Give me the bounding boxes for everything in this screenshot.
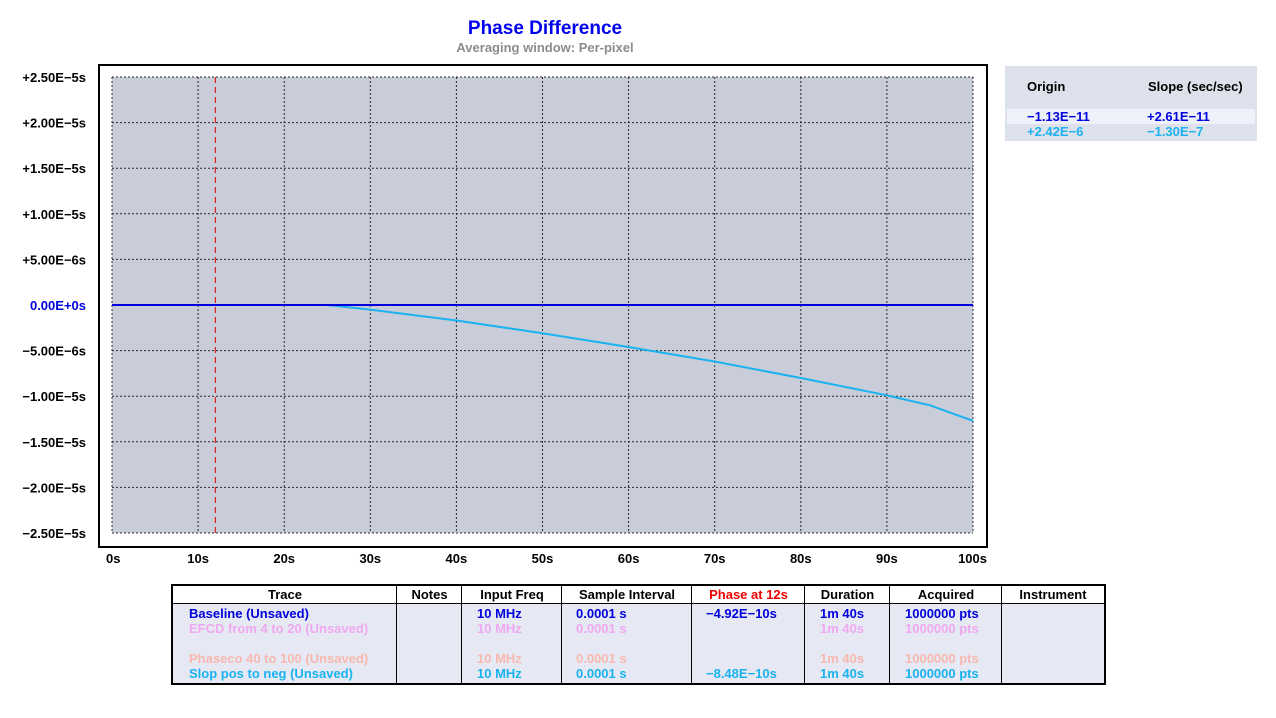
sample-interval: 0.0001 s: [576, 666, 627, 681]
y-tick-label: 0.00E+0s: [30, 298, 86, 313]
acquired: 1000000 pts: [905, 666, 979, 681]
trace-name[interactable]: Slop pos to neg (Unsaved): [189, 666, 353, 681]
phase-value: −8.48E−10s: [706, 666, 777, 681]
fit-panel: Origin Slope (sec/sec) −1.13E−11 +2.61E−…: [1005, 66, 1257, 141]
x-tick-label: 70s: [704, 551, 726, 566]
x-tick-label: 20s: [273, 551, 295, 566]
x-tick-labels: 0s 10s 20s 30s 40s 50s 60s 70s 80s 90s 100s: [106, 551, 987, 566]
x-tick-label: 90s: [876, 551, 898, 566]
x-tick-label: 30s: [359, 551, 381, 566]
x-tick-label: 40s: [446, 551, 468, 566]
y-tick-label: +1.00E−5s: [22, 207, 86, 222]
trace-name[interactable]: EFCD from 4 to 20 (Unsaved): [189, 621, 369, 636]
column-divider: [804, 586, 805, 683]
column-header[interactable]: Trace: [173, 586, 397, 604]
fit-origin-value: −1.13E−11: [1027, 109, 1090, 124]
column-divider: [561, 586, 562, 683]
column-divider: [691, 586, 692, 683]
input-freq: 10 MHz: [477, 606, 522, 621]
acquired: 1000000 pts: [905, 621, 979, 636]
duration: 1m 40s: [820, 606, 865, 621]
fit-origin-header: Origin: [1027, 79, 1066, 94]
y-tick-label: +2.00E−5s: [22, 116, 86, 131]
input-freq: 10 MHz: [477, 666, 522, 681]
x-tick-label: 10s: [187, 551, 209, 566]
trace-table: Trace Notes Input Freq Sample Interval Phase…: [171, 584, 1106, 685]
fit-slope-header: Slope (sec/sec): [1148, 79, 1243, 94]
fit-row[interactable]: −1.13E−11 +2.61E−11: [1007, 109, 1255, 124]
trace-name[interactable]: Phaseco 40 to 100 (Unsaved): [189, 651, 369, 666]
column-divider: [461, 586, 462, 683]
input-freq: 10 MHz: [477, 621, 522, 636]
y-tick-label: −5.00E−6s: [22, 344, 86, 359]
fit-slope-value: +2.61E−11: [1147, 109, 1210, 124]
y-tick-label: +2.50E−5s: [22, 70, 86, 85]
column-header[interactable]: Acquired: [890, 586, 1002, 604]
fit-slope-value: −1.30E−7: [1147, 124, 1204, 139]
column-header[interactable]: Input Freq: [462, 586, 562, 604]
column-divider: [396, 586, 397, 683]
x-tick-label: 0s: [106, 551, 120, 566]
column-header[interactable]: Notes: [397, 586, 462, 604]
sample-interval: 0.0001 s: [576, 606, 627, 621]
trace-name[interactable]: Baseline (Unsaved): [189, 606, 309, 621]
sample-interval: 0.0001 s: [576, 621, 627, 636]
sample-interval: 0.0001 s: [576, 651, 627, 666]
y-tick-labels: +2.50E−5s +2.00E−5s +1.50E−5s +1.00E−5s +5.0…: [22, 70, 86, 541]
duration: 1m 40s: [820, 666, 865, 681]
column-divider: [889, 586, 890, 683]
y-tick-label: +1.50E−5s: [22, 161, 86, 176]
y-tick-label: −2.00E−5s: [22, 480, 86, 495]
chart-title: Phase Difference: [467, 18, 623, 39]
column-header[interactable]: Duration: [805, 586, 890, 604]
y-tick-label: −1.00E−5s: [22, 389, 86, 404]
acquired: 1000000 pts: [905, 606, 979, 621]
duration: 1m 40s: [820, 651, 865, 666]
x-tick-label: 80s: [790, 551, 812, 566]
x-tick-label: 100s: [958, 551, 987, 566]
column-header[interactable]: Phase at 12s: [692, 586, 805, 604]
series-layer: [112, 304, 974, 422]
phase-value: −4.92E−10s: [706, 606, 777, 621]
duration: 1m 40s: [820, 621, 865, 636]
fit-origin-value: +2.42E−6: [1027, 124, 1084, 139]
phase-difference-chart[interactable]: +2.50E−5s +2.00E−5s +1.50E−5s +1.00E−5s +5.0…: [0, 0, 1276, 580]
y-tick-label: +5.00E−6s: [22, 252, 86, 267]
y-tick-label: −1.50E−5s: [22, 435, 86, 450]
y-tick-label: −2.50E−5s: [22, 526, 86, 541]
column-header[interactable]: Sample Interval: [562, 586, 692, 604]
column-divider: [1001, 586, 1002, 683]
input-freq: 10 MHz: [477, 651, 522, 666]
x-tick-label: 50s: [532, 551, 554, 566]
acquired: 1000000 pts: [905, 651, 979, 666]
chart-subtitle: Averaging window: Per-pixel: [456, 40, 634, 55]
fit-row[interactable]: +2.42E−6 −1.30E−7: [1007, 124, 1255, 139]
column-header[interactable]: Instrument: [1002, 586, 1104, 604]
x-tick-label: 60s: [618, 551, 640, 566]
